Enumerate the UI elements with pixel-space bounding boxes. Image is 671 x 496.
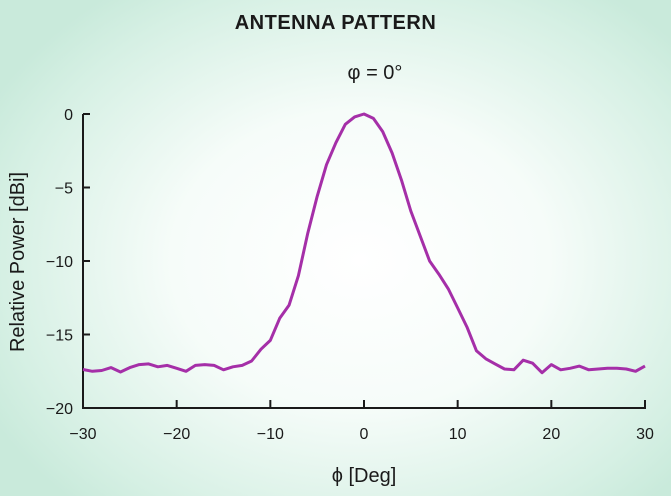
x-axis-label: ϕ [Deg] (332, 465, 397, 487)
ticks: −30 −20 −10 0 10 20 30 0 −5 −10 −15 −20 (46, 107, 654, 443)
x-tick-label: −10 (257, 426, 284, 443)
y-axis-label: Relative Power [dBi] (7, 172, 29, 352)
chart-title: ANTENNA PATTERN (234, 12, 437, 34)
y-tick-label: −5 (55, 181, 73, 198)
x-tick-label: −20 (163, 426, 190, 443)
y-tick-label: −20 (46, 401, 73, 418)
x-tick-label: 0 (360, 426, 369, 443)
y-tick-label: −10 (46, 254, 73, 271)
x-tick-label: 20 (542, 426, 560, 443)
y-tick-label: 0 (64, 107, 73, 124)
pattern-line (82, 112, 646, 375)
chart-subtitle: φ = 0° (347, 62, 403, 84)
x-tick-label: −30 (69, 426, 96, 443)
x-tick-label: 30 (636, 426, 654, 443)
x-tick-label: 10 (449, 426, 467, 443)
y-tick-label: −15 (46, 328, 73, 345)
